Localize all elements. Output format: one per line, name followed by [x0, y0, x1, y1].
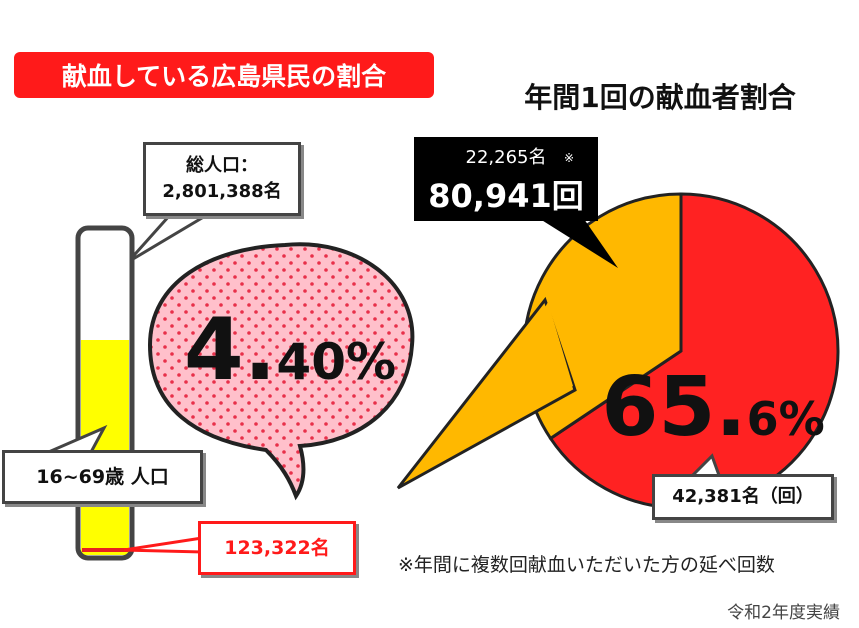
- left-title: 献血している広島県民の割合: [14, 52, 434, 98]
- pie-percentage: 65. 6%: [598, 360, 828, 460]
- repeat-donor-count: 22,265名: [465, 147, 547, 168]
- donor-callout-pointer: [123, 536, 204, 554]
- repeat-label-pointer: [540, 219, 618, 268]
- pie-percentage-int: 65.: [601, 360, 747, 455]
- donor-count-box: 123,322名: [198, 521, 356, 575]
- donor-percentage-int: 4.: [183, 300, 277, 400]
- total-population-box: 総人口： 2,801,388名: [143, 142, 301, 216]
- speech-bubble: [147, 242, 415, 501]
- total-population-value: 2,801,388名: [162, 181, 282, 202]
- right-title: 年間1回の献血者割合: [524, 81, 796, 114]
- pie-callout-join: [470, 302, 573, 440]
- donor-percentage: 4. 40%: [170, 300, 410, 410]
- total-population-label: 総人口：: [186, 155, 258, 176]
- repeat-donation-count: 80,941回: [428, 177, 584, 215]
- pie-chart: [396, 192, 840, 510]
- pie-percentage-dec: 6%: [746, 392, 825, 446]
- pie-slice-1: [548, 192, 840, 510]
- age-population-box: 16~69歳 人口: [2, 450, 203, 504]
- fiscal-year-label: 令和2年度実績: [727, 603, 840, 623]
- footnote: ※年間に複数回献血いただいた方の延べ回数: [398, 554, 775, 576]
- tube-outline: [75, 225, 135, 561]
- population-tube: [75, 225, 135, 561]
- note-mark: ※: [563, 151, 574, 165]
- once-donor-count-box: 42,381名（回）: [652, 474, 834, 520]
- donor-percentage-dec: 40%: [276, 333, 397, 391]
- repeat-donation-label: 22,265名 80,941回 ※: [414, 137, 598, 221]
